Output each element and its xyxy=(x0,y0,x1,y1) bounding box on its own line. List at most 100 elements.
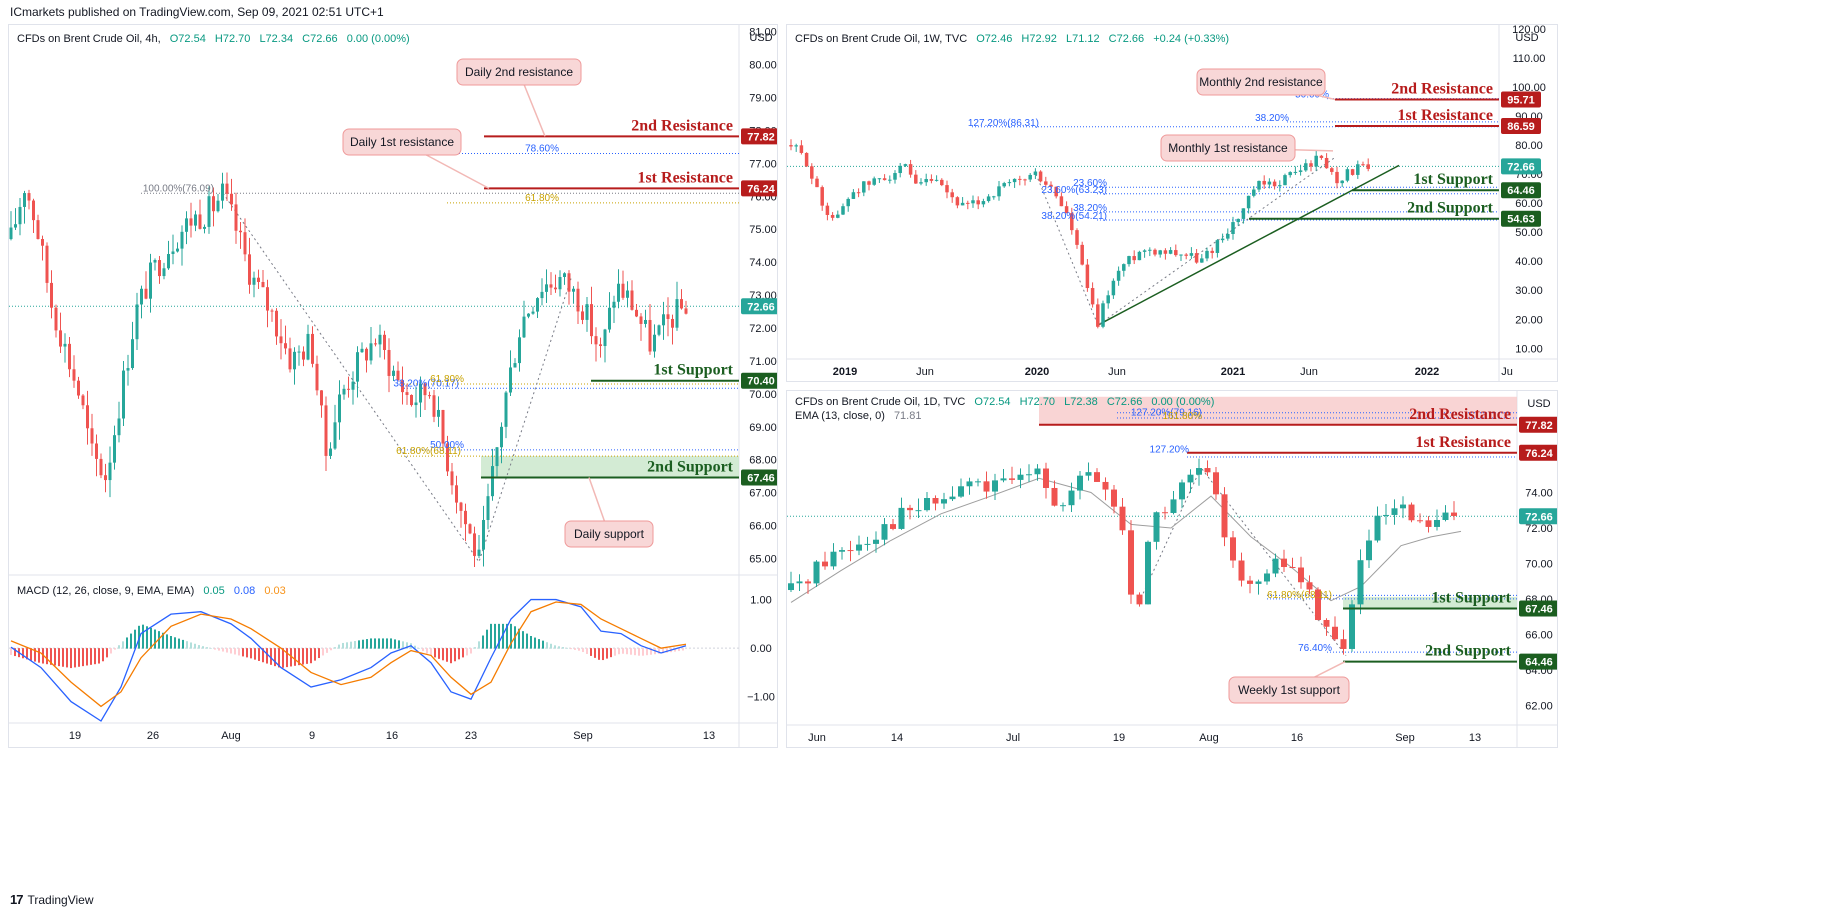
level-1w-price-tag xyxy=(1501,117,1541,134)
h4-candle xyxy=(77,380,80,396)
tradingview-brand[interactable]: 17 TradingView xyxy=(10,892,94,907)
w1-candle xyxy=(1033,171,1038,175)
w1-candle xyxy=(955,197,960,206)
w1-candle xyxy=(1205,250,1209,259)
d1-candle xyxy=(830,551,837,567)
level-label-1w: 2nd Support xyxy=(1407,200,1493,217)
h4-candle xyxy=(540,291,544,299)
legend-4h-change: 0.00 (0.00%) xyxy=(346,33,410,45)
h4-candle xyxy=(558,276,562,290)
legend-1w-open: O72.46 xyxy=(976,33,1013,45)
h4-candle xyxy=(576,288,580,312)
macd-histogram-bar xyxy=(682,648,684,651)
chart-panel-1w[interactable]: 10.00 20.00 30.00 40.00 50.00 60.00 70.00 80.00… xyxy=(786,24,1558,382)
macd-histogram-bar xyxy=(546,642,548,649)
macd-histogram-bar xyxy=(606,648,608,659)
level-label-4h: 2nd Resistance xyxy=(631,117,733,134)
fib-label-1w: 38.20% xyxy=(1073,203,1107,214)
macd-histogram-bar xyxy=(82,648,84,667)
d1-candle xyxy=(890,524,896,529)
macd-histogram-bar xyxy=(526,633,528,649)
macd-line xyxy=(10,598,687,722)
y-tick-label-1w: 110.00 xyxy=(1513,53,1546,65)
candlestick-chart-1d[interactable]: 62.0064.0066.0068.0070.0072.0074.00USDJu… xyxy=(787,391,1558,748)
macd-histogram-bar xyxy=(314,648,316,661)
macd-histogram-bar xyxy=(446,648,448,662)
chart-panel-1d[interactable]: 62.00 64.00 66.00 68.00 70.00 72.00 74.00 USD Ju… xyxy=(786,390,1558,748)
h4-candle xyxy=(473,533,476,556)
w1-candle xyxy=(1142,250,1147,252)
legend-ema: EMA (13, close, 0) 71.81 xyxy=(795,410,921,422)
macd-histogram-bar xyxy=(394,639,396,649)
d1-candle xyxy=(1323,620,1330,627)
support-zone-1d xyxy=(1343,596,1517,609)
h4-candle xyxy=(630,290,634,310)
h4-candle xyxy=(135,304,139,340)
d1-candle xyxy=(1162,512,1168,514)
d1-candle xyxy=(1068,490,1075,506)
macd-histogram-bar xyxy=(330,648,332,651)
d1-candle xyxy=(1000,478,1007,481)
fib-label-4h: 61.80%(68.11) xyxy=(396,446,461,457)
h4-candle xyxy=(207,196,211,227)
macd-histogram-bar xyxy=(358,640,360,649)
d1-candle xyxy=(1145,541,1151,605)
d1-candle xyxy=(1102,481,1109,490)
candlestick-chart-1w[interactable]: 10.0020.0030.0040.0050.0060.0070.0080.00… xyxy=(787,25,1558,382)
w1-candle xyxy=(789,145,793,147)
macd-histogram-bar xyxy=(502,623,504,649)
macd-histogram-bar xyxy=(434,648,436,658)
macd-histogram-bar xyxy=(350,641,352,649)
h4-candle xyxy=(270,310,274,312)
w1-candle xyxy=(1018,178,1022,180)
legend-4h-close: C72.66 xyxy=(302,33,338,45)
legend-macd-signal: 0.03 xyxy=(264,585,286,597)
x-tick-label-4h: 13 xyxy=(703,730,715,742)
macd-histogram-bar xyxy=(334,647,336,649)
macd-histogram-bar xyxy=(366,639,368,649)
d1-candle xyxy=(1196,468,1202,475)
level-1d-price-tag xyxy=(1519,444,1557,461)
w1-candle xyxy=(1049,184,1053,187)
h4-candle xyxy=(68,343,71,370)
h4-candle xyxy=(234,204,238,231)
h4-candle xyxy=(153,260,157,263)
candlestick-chart-4h[interactable]: 65.00 66.00 67.00 68.00 69.00 70.00 71.00 72.00… xyxy=(9,25,778,748)
d1-candle xyxy=(822,561,828,567)
h4-candle xyxy=(405,392,409,395)
macd-histogram-bar xyxy=(154,629,156,649)
x-tick-label-1d: Aug xyxy=(1199,732,1219,744)
y-tick-label-1w: 20.00 xyxy=(1515,314,1543,326)
macd-histogram-bar xyxy=(218,648,220,651)
w1-candle xyxy=(1054,186,1058,197)
macd-histogram-bar xyxy=(554,645,556,649)
h4-candle xyxy=(603,329,607,347)
y-tick-label-4h: 75.00 xyxy=(749,224,777,236)
y-tick-label-1d: 74.00 xyxy=(1525,488,1553,500)
w1-candle xyxy=(1231,222,1235,234)
macd-histogram-bar xyxy=(98,648,100,664)
h4-candle xyxy=(446,443,449,472)
w1-candle xyxy=(1096,304,1100,327)
w1-candle xyxy=(1080,244,1084,265)
h4-candle xyxy=(171,251,175,255)
d1-candle xyxy=(1026,474,1032,476)
y-tick-label-4h: 72.00 xyxy=(749,323,777,335)
macd-histogram-bar xyxy=(282,648,284,668)
w1-candle xyxy=(981,201,986,205)
level-1w-price-text: 64.46 xyxy=(1507,185,1535,197)
y-tick-label-1d: 66.00 xyxy=(1525,629,1553,641)
h4-candle xyxy=(675,299,679,328)
macd-histogram-bar xyxy=(170,636,172,649)
w1-candle xyxy=(1111,280,1116,296)
w1-candle xyxy=(1012,178,1017,183)
fib-label-4h: 78.60% xyxy=(525,143,559,154)
x-tick-label-4h: Aug xyxy=(221,730,241,742)
macd-histogram-bar xyxy=(150,627,152,649)
w1-candle xyxy=(851,192,856,199)
level-4h-price-text: 70.40 xyxy=(747,376,775,388)
w1-candle xyxy=(1137,251,1142,261)
x-tick-label-1w: 2022 xyxy=(1415,366,1439,378)
chart-panel-4h[interactable]: 65.00 66.00 67.00 68.00 69.00 70.00 71.00 72.00… xyxy=(8,24,778,748)
level-label-1d: 1st Support xyxy=(1431,589,1511,606)
